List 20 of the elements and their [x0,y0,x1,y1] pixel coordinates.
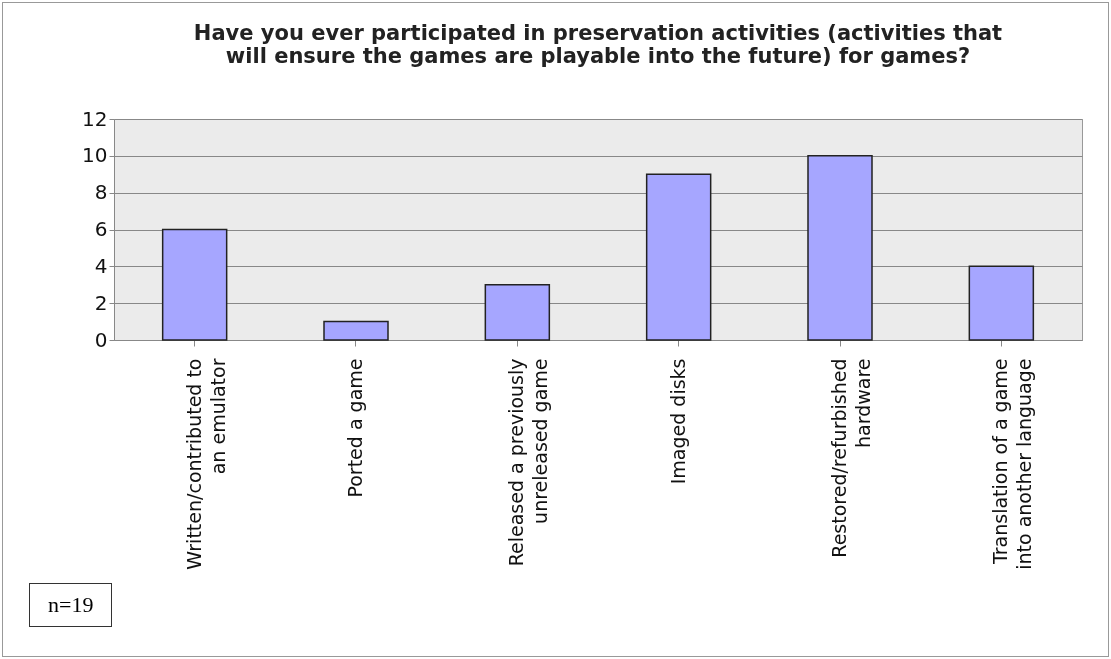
y-tick-label: 4 [94,253,108,278]
y-tick-label: 0 [94,327,108,352]
bar [484,284,551,341]
y-tick-label: 10 [82,143,108,168]
chart-title: Have you ever participated in preservation activities (activities that will ensure the games are playable into the future) for games? [193,21,1003,68]
y-tick-label: 6 [94,217,108,241]
x-tick-label: Restored/refurbished hardware [828,358,874,558]
x-tick-label: Released a previously unreleased game [505,358,552,567]
x-tick-label: Imaged disks [666,358,689,485]
bar [161,228,228,341]
bar [645,173,712,341]
y-tick-label: 8 [94,180,108,205]
y-tick-label: 2 [94,290,108,315]
x-tick-label: Ported a game [344,358,366,498]
y-tick-label: 12 [82,106,108,131]
bar [968,265,1035,341]
bar [807,155,873,341]
text: n=19 [29,583,113,627]
bar [323,320,389,341]
x-tick-label: Written/contributed to an emulator [182,358,229,570]
